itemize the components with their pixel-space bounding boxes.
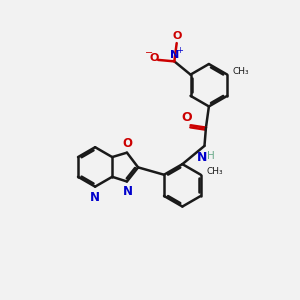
Text: O: O bbox=[181, 111, 191, 124]
Text: O: O bbox=[150, 53, 159, 63]
Text: CH₃: CH₃ bbox=[232, 67, 249, 76]
Text: O: O bbox=[172, 31, 182, 41]
Text: CH₃: CH₃ bbox=[206, 167, 223, 176]
Text: H: H bbox=[207, 151, 215, 161]
Text: N: N bbox=[89, 191, 100, 204]
Text: N: N bbox=[122, 185, 133, 198]
Text: +: + bbox=[176, 46, 183, 55]
Text: −: − bbox=[145, 48, 153, 59]
Text: N: N bbox=[170, 50, 179, 60]
Text: O: O bbox=[122, 137, 132, 150]
Text: N: N bbox=[197, 151, 207, 164]
